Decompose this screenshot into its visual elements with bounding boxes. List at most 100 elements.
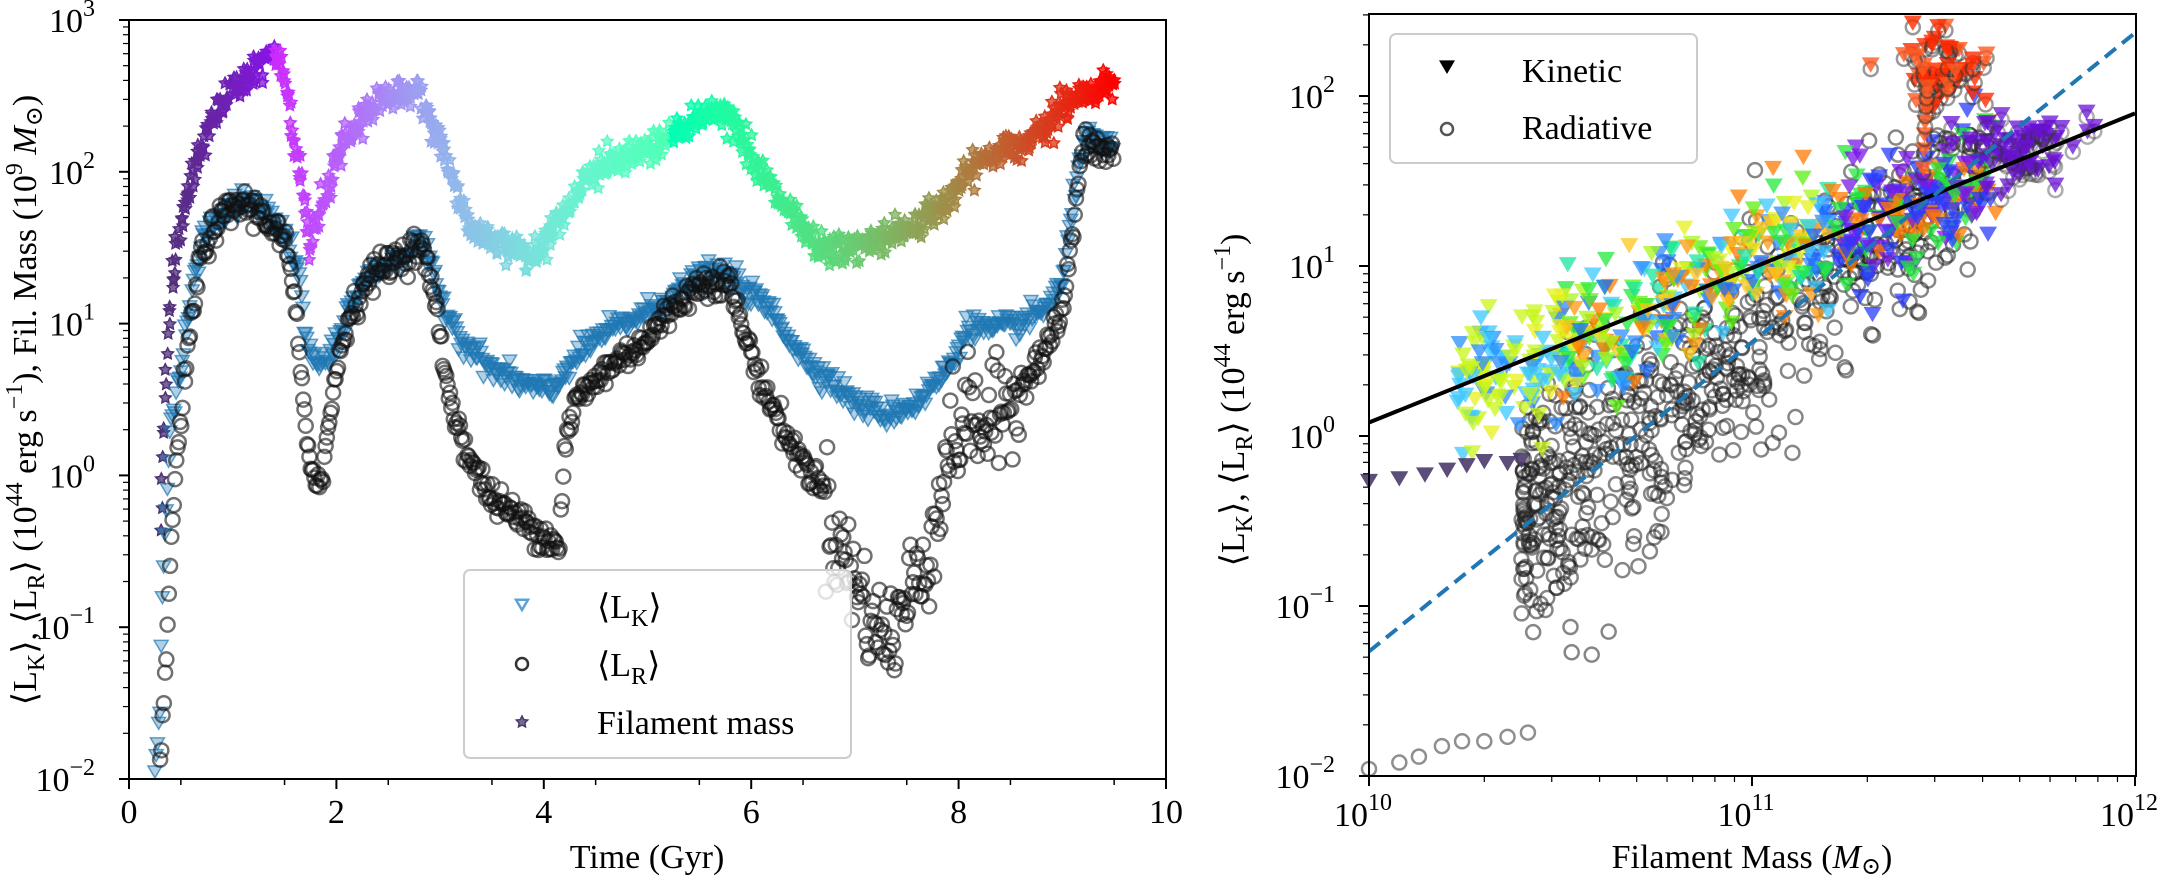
kinetic-point [1515, 401, 1534, 417]
kinetic-point [1943, 202, 1962, 218]
kinetic-point [1658, 254, 1677, 270]
kinetic-point [1525, 304, 1544, 320]
kinetic-point [1501, 349, 1520, 366]
radiative-point [1862, 325, 1880, 343]
filament-mass-point [794, 211, 810, 226]
filament-mass-point [969, 167, 984, 182]
lr-point [949, 462, 967, 480]
radiative-point [1528, 602, 1545, 620]
legend-label: Radiative [1522, 110, 1652, 147]
lr-point [316, 448, 333, 466]
kinetic-point [1958, 102, 1977, 119]
radiative-point [1600, 623, 1617, 640]
radiative-point [1516, 560, 1533, 578]
lr-point [863, 602, 881, 619]
kinetic-point [1473, 356, 1492, 372]
legend-label: Kinetic [1522, 53, 1622, 90]
lr-point [1010, 426, 1027, 443]
lr-point [772, 394, 790, 412]
filament-mass-point [877, 244, 893, 259]
legend-circle-icon [514, 656, 530, 672]
lr-point [1070, 175, 1087, 193]
kinetic-point [1831, 191, 1850, 208]
lr-point [156, 664, 174, 681]
filament-mass-point [1104, 91, 1120, 106]
radiative-point [1539, 549, 1556, 567]
radiative-point [1551, 540, 1569, 557]
kinetic-point [1914, 161, 1933, 177]
lk-point [560, 371, 578, 386]
kinetic-point [1529, 407, 1548, 424]
kinetic-point [1851, 213, 1870, 229]
filament-mass-point [851, 253, 867, 268]
filament-mass-point [162, 316, 178, 331]
lk-point [743, 275, 761, 290]
lr-point [952, 451, 969, 468]
kinetic-point [1612, 329, 1631, 345]
kinetic-point [1587, 361, 1606, 377]
filament-mass-point [158, 390, 173, 405]
lr-point [425, 285, 443, 303]
kinetic-point [1883, 184, 1902, 200]
filament-mass-point [494, 225, 510, 240]
kinetic-point [1497, 405, 1516, 422]
kinetic-point [1689, 355, 1708, 372]
filament-mass-point [450, 178, 466, 193]
radiative-point [1586, 462, 1603, 479]
kinetic-point [1846, 139, 1865, 155]
kinetic-point [1580, 293, 1599, 309]
kinetic-point [1491, 389, 1510, 405]
filament-mass-point [282, 115, 298, 130]
lr-point [1062, 232, 1080, 249]
kinetic-point [2077, 104, 2096, 120]
filament-mass-point [1099, 83, 1115, 98]
y-tick-label: 100 [1289, 412, 1335, 456]
filament-mass-point [600, 133, 615, 148]
radiative-point [1725, 370, 1743, 388]
lr-point [185, 302, 202, 320]
radiative-point [1515, 483, 1532, 501]
lr-point [164, 511, 181, 529]
kinetic-point [1578, 310, 1597, 327]
lr-point [352, 295, 369, 313]
kinetic-point [1714, 326, 1733, 342]
kinetic-point [1897, 150, 1916, 167]
kinetic-point [2040, 115, 2059, 131]
filament-mass-point [744, 127, 759, 142]
kinetic-point [1917, 86, 1936, 103]
radiative-point [1583, 646, 1600, 663]
filament-mass-point [187, 171, 203, 186]
lk-point [873, 401, 890, 416]
radiative-point [1563, 644, 1580, 661]
kinetic-point [1823, 183, 1842, 200]
kinetic-point [1802, 189, 1821, 205]
kinetic-point [1533, 330, 1552, 347]
lr-point [207, 232, 225, 249]
radiative-point [1561, 420, 1579, 438]
filament-mass-point [333, 157, 349, 172]
legend-entry: Filament mass [514, 705, 794, 742]
filament-mass-point [334, 142, 350, 156]
kinetic-point [1685, 328, 1704, 344]
kinetic-point [1625, 375, 1644, 391]
kinetic-point [1704, 250, 1723, 266]
radiative-point [1826, 319, 1843, 336]
lr-point [1056, 287, 1074, 304]
kinetic-point [1613, 370, 1632, 387]
lk-point [794, 343, 812, 358]
lr-point [1004, 451, 1021, 468]
filament-mass-point [681, 128, 697, 143]
kinetic-point [1779, 260, 1798, 276]
kinetic-point [1678, 239, 1697, 255]
kinetic-point [1463, 326, 1482, 342]
kinetic-point [1816, 261, 1835, 277]
y-tick-label: 10−2 [35, 755, 95, 799]
lk-point [190, 266, 207, 281]
kinetic-point [1861, 57, 1880, 73]
radiative-point [1653, 505, 1670, 523]
kinetic-point [1475, 453, 1494, 470]
lr-point [1017, 389, 1035, 406]
kinetic-point [1633, 320, 1652, 336]
lr-point [741, 332, 759, 349]
lr-point [932, 520, 949, 538]
